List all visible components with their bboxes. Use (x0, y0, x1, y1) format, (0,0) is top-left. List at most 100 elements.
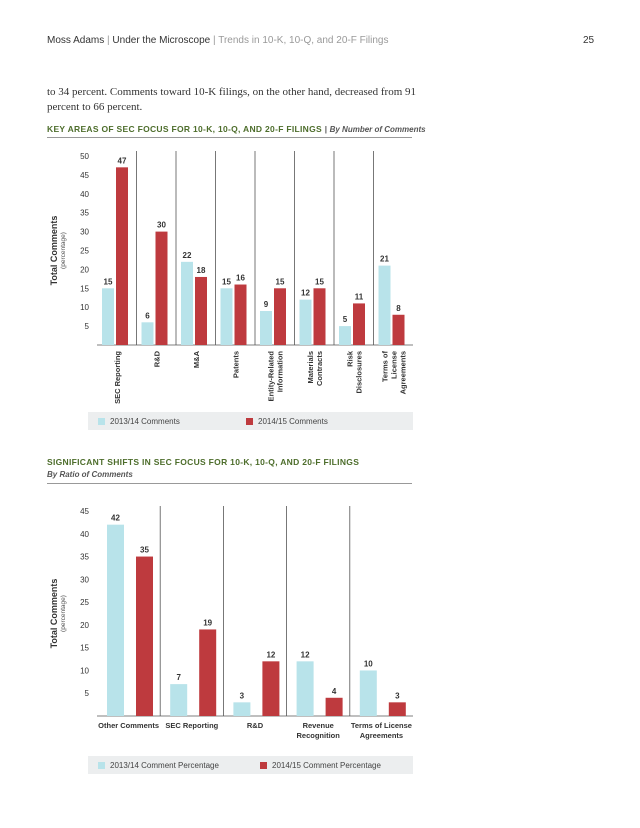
data-label-2014: 19 (203, 618, 212, 627)
bar-2013 (233, 702, 251, 716)
bar-2013 (260, 310, 272, 345)
x-tick-label: R&D (152, 350, 161, 367)
header-section: Under the Microscope (112, 35, 211, 46)
bar-2013 (102, 288, 114, 345)
chart1-title-sub: By Number of Comments (329, 125, 426, 134)
data-label-2014: 35 (140, 546, 149, 555)
data-label-2013: 22 (183, 251, 192, 260)
x-tick-label: Terms of (380, 351, 389, 383)
bar-2013 (359, 670, 377, 716)
chart1-legend-label-2013: 2013/14 Comments (110, 417, 180, 426)
chart1-title: KEY AREAS OF SEC FOCUS FOR 10-K, 10-Q, A… (47, 124, 426, 134)
page-header: Moss Adams | Under the Microscope | Tren… (47, 35, 389, 46)
y-tick-label: 35 (80, 209, 89, 218)
bar-2014 (388, 702, 406, 716)
chart1-title-text: KEY AREAS OF SEC FOCUS FOR 10-K, 10-Q, A… (47, 124, 322, 134)
chart2-title: SIGNIFICANT SHIFTS IN SEC FOCUS FOR 10-K… (47, 457, 360, 467)
y-tick-label: 40 (80, 530, 89, 539)
bar-2014 (116, 167, 128, 345)
data-label-2014: 8 (396, 304, 401, 313)
bar-2013 (378, 265, 391, 345)
data-label-2014: 16 (236, 274, 245, 283)
x-tick-label: M&A (192, 350, 201, 368)
bar-2013 (181, 261, 193, 345)
bar-2013 (339, 326, 351, 345)
chart2-subtitle: By Ratio of Comments (47, 470, 133, 479)
x-tick-label: Risk (345, 350, 354, 367)
y-tick-label: 10 (80, 303, 89, 312)
chart2-legend-item-2013: 2013/14 Comment Percentage (98, 761, 219, 770)
chart1-svg: Total Comments (percentage) 5 10 15 20 25 30 35 4… (49, 151, 413, 404)
y-tick-label: 40 (80, 190, 89, 199)
y-tick-label: 20 (80, 621, 89, 630)
x-tick-label: Agreements (360, 731, 403, 740)
bar-2013 (299, 299, 312, 345)
data-label-2013: 15 (222, 277, 231, 286)
legend-swatch-2014b (260, 762, 267, 769)
y-axis-label: Total Comments (49, 216, 59, 286)
chart2-legend-label-2014: 2014/15 Comment Percentage (272, 761, 381, 770)
chart1-legend-item-2013: 2013/14 Comments (98, 417, 180, 426)
data-label-2014: 11 (355, 292, 364, 301)
bar-2014 (353, 303, 365, 345)
chart1-legend: 2013/14 Comments 2014/15 Comments (88, 412, 413, 430)
data-label-2014: 15 (315, 277, 324, 286)
x-tick-label: Disclosures (354, 351, 363, 394)
x-tick-label: Revenue (303, 721, 334, 730)
x-tick-label: Agreements (398, 351, 407, 394)
data-label-2013: 5 (343, 315, 348, 324)
x-tick-label: License (389, 351, 398, 379)
data-label-2013: 12 (301, 289, 310, 298)
data-label-2014: 3 (395, 691, 400, 700)
bar-2014 (313, 288, 326, 345)
y-tick-label: 50 (80, 152, 89, 161)
y-tick-label: 20 (80, 265, 89, 274)
body-paragraph: to 34 percent. Comments toward 10-K fili… (47, 86, 417, 113)
x-tick-label: Contracts (315, 351, 324, 386)
legend-swatch-2013 (98, 418, 105, 425)
data-label-2014: 4 (332, 687, 337, 696)
y-tick-label: 45 (80, 171, 89, 180)
y-tick-label: 30 (80, 575, 89, 584)
x-tick-label: Materials (306, 351, 315, 384)
bar-2014 (392, 314, 405, 345)
y-tick-label: 5 (85, 689, 90, 698)
chart2-legend-item-2014: 2014/15 Comment Percentage (260, 761, 381, 770)
header-brand: Moss Adams (47, 35, 105, 46)
x-tick-label: Other Comments (98, 721, 159, 730)
legend-swatch-2014 (246, 418, 253, 425)
data-label-2014: 18 (197, 266, 206, 275)
legend-swatch-2013b (98, 762, 105, 769)
x-tick-label: Patents (231, 351, 240, 378)
bar-2014 (199, 629, 217, 716)
chart1-title-rule (47, 137, 412, 138)
data-label-2013: 7 (176, 673, 181, 682)
data-label-2013: 12 (301, 650, 310, 659)
x-tick-label: R&D (247, 721, 264, 730)
bar-2013 (220, 288, 233, 345)
y-axis-label: Total Comments (49, 579, 59, 649)
bar-2014 (136, 556, 153, 716)
data-label-2013: 10 (364, 659, 373, 668)
y-tick-label: 25 (80, 598, 89, 607)
bar-2013 (170, 684, 188, 716)
bar-2013 (296, 661, 314, 716)
chart1-title-sep: | (324, 125, 327, 134)
bar-2014 (155, 231, 168, 345)
x-tick-label: Terms of License (351, 721, 412, 730)
bar-2014 (234, 284, 247, 345)
bar-2013 (107, 524, 124, 716)
x-tick-label: Recognition (297, 731, 341, 740)
bar-2014 (274, 288, 286, 345)
data-label-2014: 12 (266, 650, 275, 659)
data-label-2013: 21 (380, 255, 389, 264)
y-tick-label: 25 (80, 247, 89, 256)
data-label-2013: 3 (240, 691, 245, 700)
chart2-legend-label-2013: 2013/14 Comment Percentage (110, 761, 219, 770)
x-tick-label: SEC Reporting (113, 351, 122, 404)
chart2-legend: 2013/14 Comment Percentage 2014/15 Comme… (88, 756, 413, 774)
x-tick-label: Information (275, 351, 284, 393)
data-label-2014: 47 (118, 156, 127, 165)
page-number: 25 (583, 35, 595, 46)
bar-2014 (262, 661, 280, 716)
